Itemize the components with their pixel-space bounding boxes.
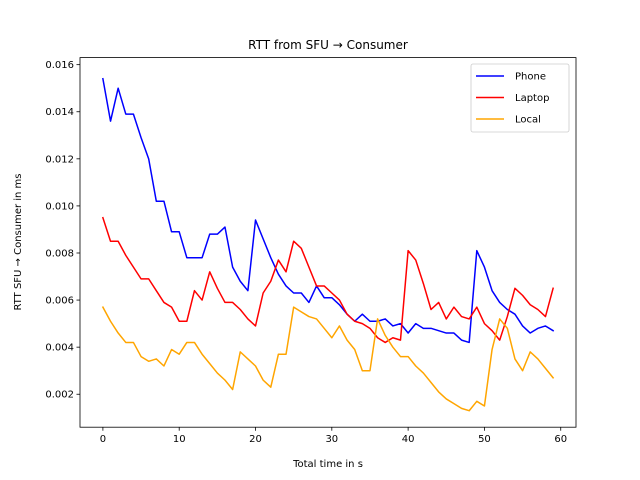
y-axis-label: RTT SFU → Consumer in ms	[13, 173, 24, 310]
x-tick-label: 20	[249, 434, 262, 445]
x-axis-label: Total time in s	[292, 459, 363, 470]
y-tick-label: 0.004	[45, 343, 74, 354]
legend-label-phone: Phone	[515, 72, 546, 83]
x-tick-label: 50	[478, 434, 491, 445]
y-tick-label: 0.008	[45, 248, 74, 259]
x-tick-label: 10	[173, 434, 186, 445]
chart-title: RTT from SFU → Consumer	[248, 38, 408, 52]
series-line-local	[101, 306, 555, 412]
legend-label-local: Local	[515, 115, 541, 126]
y-tick-label: 0.010	[45, 201, 74, 212]
y-tick-label: 0.016	[45, 60, 74, 71]
series-line-phone	[102, 77, 555, 344]
legend: Phone Laptop Local	[470, 63, 570, 133]
series-line-laptop	[101, 216, 555, 344]
x-tick-label: 40	[402, 434, 415, 445]
legend-label-laptop: Laptop	[515, 93, 549, 104]
legend-box	[470, 63, 570, 133]
y-axis: 0.002 0.004 0.006 0.008 0.010 0.012 0.014 0.016	[45, 60, 80, 401]
y-tick-label: 0.012	[45, 154, 74, 165]
x-tick-label: 0	[100, 434, 106, 445]
y-tick-label: 0.014	[45, 107, 74, 118]
y-tick-label: 0.002	[45, 390, 74, 401]
x-tick-label: 60	[554, 434, 567, 445]
plot-frame	[79, 57, 577, 428]
x-axis: 0 10 20 30 40 50 60	[100, 427, 567, 445]
y-tick-label: 0.006	[45, 296, 74, 307]
x-tick-label: 30	[325, 434, 338, 445]
plot-lines	[101, 77, 555, 412]
